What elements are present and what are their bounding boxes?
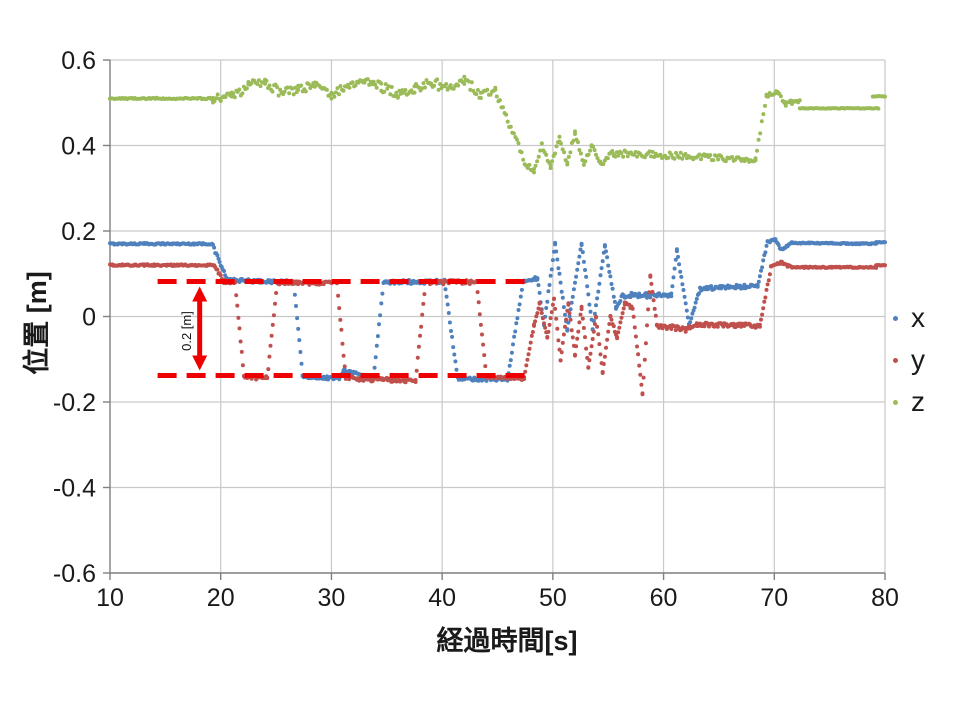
axes (103, 59, 886, 580)
x-tick-label: 20 (207, 584, 235, 612)
x-tick-label: 10 (96, 584, 124, 612)
tick-labels: 10 20 30 40 50 60 70 80 0.6 0.4 0.2 0 -0.2 -0.4 -0.6 (53, 47, 899, 612)
arrow-head-down-icon (192, 355, 208, 371)
arrow-head-up-icon (192, 286, 208, 302)
legend-label-x: x (911, 302, 925, 333)
y-tick-label: 0.2 (61, 218, 96, 246)
x-tick-label: 60 (650, 584, 678, 612)
legend-item-x: x (893, 297, 957, 339)
x-tick-label: 80 (871, 584, 899, 612)
annotation-label: 0.2 [m] (179, 311, 194, 351)
legend-marker-x-icon (893, 315, 898, 321)
x-tick-label: 70 (760, 584, 788, 612)
x-tick-label: 30 (318, 584, 346, 612)
legend-label-z: z (911, 386, 925, 417)
gridlines (110, 59, 886, 573)
y-tick-label: 0 (82, 304, 96, 332)
y-tick-label: 0.4 (61, 133, 96, 161)
annotation (157, 278, 529, 378)
legend-item-y: y (893, 339, 957, 381)
legend-marker-z-icon (893, 399, 898, 405)
x-tick-label: 40 (428, 584, 456, 612)
series-z-dots (108, 74, 887, 175)
legend-marker-y-icon (893, 357, 898, 363)
legend-label-y: y (911, 344, 925, 375)
y-tick-label: -0.4 (53, 475, 96, 503)
y-axis-title: 位置 [m] (22, 271, 52, 375)
legend: x y z (893, 297, 957, 423)
series-x-dots (108, 237, 887, 383)
y-tick-label: -0.2 (53, 389, 96, 417)
x-axis-title: 経過時間[s] (436, 626, 578, 656)
y-tick-label: 0.6 (61, 47, 96, 75)
x-tick-label: 50 (539, 584, 567, 612)
y-tick-label: -0.6 (53, 560, 96, 588)
legend-item-z: z (893, 381, 957, 423)
